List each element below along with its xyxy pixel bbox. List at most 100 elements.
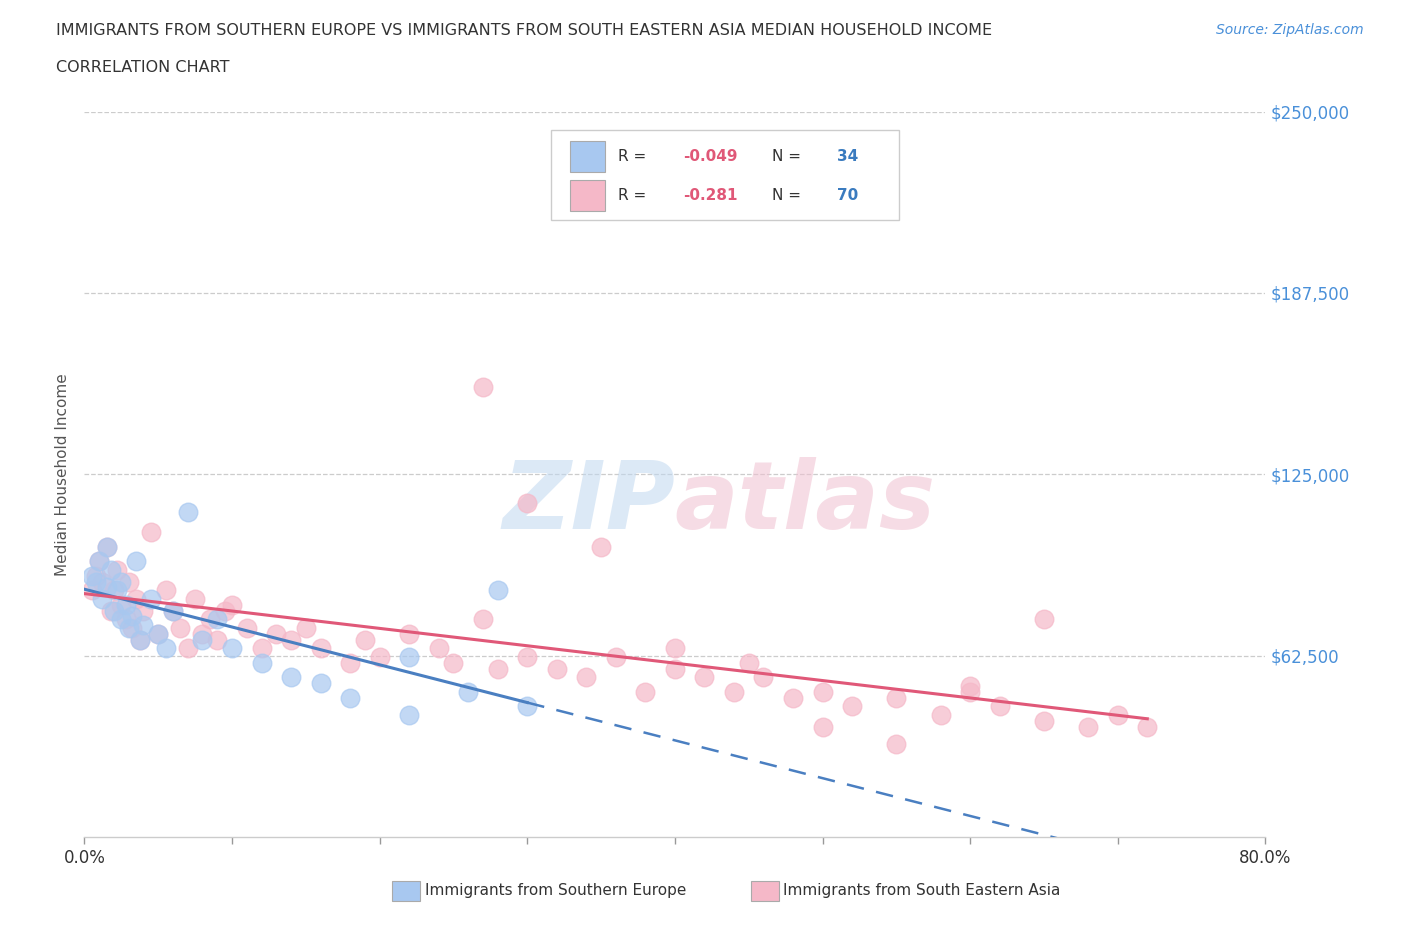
Point — [988, 699, 1011, 714]
Point — [148, 627, 170, 642]
Text: ZIP: ZIP — [502, 458, 675, 550]
Point — [693, 670, 716, 684]
Point — [309, 676, 332, 691]
Point — [110, 597, 132, 612]
Point — [457, 684, 479, 699]
Point — [162, 604, 184, 618]
Point — [295, 620, 318, 635]
Point — [664, 641, 686, 656]
Point — [427, 641, 450, 656]
Y-axis label: Median Household Income: Median Household Income — [55, 373, 70, 576]
Point — [738, 656, 761, 671]
Point — [398, 708, 420, 723]
Point — [114, 612, 136, 627]
Point — [472, 379, 495, 394]
Point — [80, 568, 103, 583]
Text: R =: R = — [619, 189, 651, 204]
Point — [398, 627, 420, 642]
Text: -0.281: -0.281 — [683, 189, 738, 204]
Point — [129, 632, 152, 647]
Point — [80, 583, 103, 598]
Point — [103, 604, 125, 618]
Point — [162, 604, 184, 618]
Point — [1136, 719, 1159, 734]
Text: -0.049: -0.049 — [683, 149, 738, 165]
Point — [114, 597, 136, 612]
Point — [125, 554, 148, 569]
Point — [752, 670, 775, 684]
Point — [339, 690, 361, 705]
Point — [84, 574, 107, 589]
Point — [354, 632, 377, 647]
Point — [472, 612, 495, 627]
Point — [634, 684, 657, 699]
Point — [105, 583, 128, 598]
Text: CORRELATION CHART: CORRELATION CHART — [56, 60, 229, 75]
Point — [96, 580, 118, 595]
Point — [125, 591, 148, 606]
Point — [118, 574, 141, 589]
Point — [339, 656, 361, 671]
FancyBboxPatch shape — [551, 130, 900, 220]
Point — [118, 620, 141, 635]
Point — [1107, 708, 1129, 723]
Point — [148, 627, 170, 642]
Point — [811, 684, 834, 699]
Text: Immigrants from Southern Europe: Immigrants from Southern Europe — [425, 884, 686, 898]
Point — [121, 609, 143, 624]
Point — [250, 656, 273, 671]
Point — [486, 661, 509, 676]
Point — [84, 568, 107, 583]
Point — [169, 620, 191, 635]
Text: N =: N = — [772, 149, 806, 165]
Point — [155, 641, 177, 656]
Point — [841, 699, 863, 714]
Point — [368, 650, 391, 665]
Text: 34: 34 — [837, 149, 858, 165]
Point — [959, 684, 981, 699]
Point — [103, 583, 125, 598]
Point — [132, 604, 155, 618]
Point — [1033, 612, 1056, 627]
Point — [139, 525, 162, 539]
Point — [1033, 713, 1056, 728]
Point — [177, 505, 200, 520]
Point — [139, 591, 162, 606]
FancyBboxPatch shape — [569, 141, 605, 172]
Point — [214, 604, 236, 618]
Point — [132, 618, 155, 632]
Point — [605, 650, 627, 665]
Point — [191, 627, 214, 642]
Point — [110, 612, 132, 627]
Point — [723, 684, 745, 699]
Point — [280, 632, 302, 647]
Point — [221, 597, 243, 612]
Point — [100, 563, 122, 578]
Point — [398, 650, 420, 665]
Point — [782, 690, 804, 705]
Point — [516, 650, 538, 665]
Point — [91, 591, 114, 606]
Point — [87, 554, 111, 569]
Point — [1077, 719, 1099, 734]
Point — [110, 574, 132, 589]
Point — [184, 591, 207, 606]
Point — [443, 656, 465, 671]
Point — [929, 708, 952, 723]
Text: atlas: atlas — [675, 458, 936, 550]
Point — [516, 496, 538, 511]
Point — [236, 620, 259, 635]
Point — [280, 670, 302, 684]
Point — [105, 563, 128, 578]
Text: N =: N = — [772, 189, 806, 204]
Point — [811, 719, 834, 734]
Point — [207, 632, 229, 647]
Text: Immigrants from South Eastern Asia: Immigrants from South Eastern Asia — [783, 884, 1060, 898]
Point — [886, 737, 908, 751]
Point — [198, 612, 221, 627]
Point — [250, 641, 273, 656]
Point — [575, 670, 598, 684]
Point — [591, 539, 613, 554]
Point — [207, 612, 229, 627]
Point — [516, 699, 538, 714]
